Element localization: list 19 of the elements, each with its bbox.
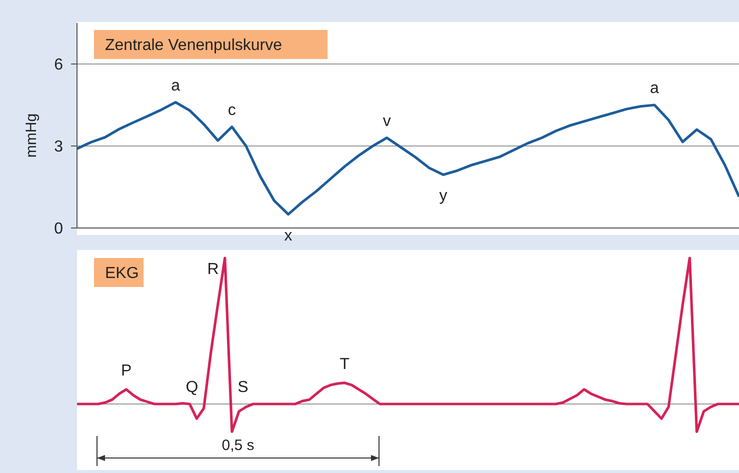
- annotation: P: [120, 362, 132, 380]
- annotation: y: [439, 188, 448, 205]
- annotation: c: [228, 102, 236, 119]
- text: 0,5 s: [222, 437, 254, 454]
- y-tick-label: 6: [54, 56, 64, 74]
- annotation: v: [382, 112, 391, 130]
- chart-title: EKG: [105, 265, 139, 282]
- y-axis-title: mmHg: [23, 113, 40, 158]
- annotation: S: [238, 379, 248, 396]
- annotation: Q: [186, 379, 198, 396]
- line-series: [76, 100, 739, 216]
- y-tick-label: 3: [54, 138, 64, 156]
- y-tick-label: 0: [54, 220, 64, 238]
- text: Zentrale Venenpulskurve: [105, 37, 282, 54]
- annotation: T: [340, 356, 350, 373]
- annotation: a: [650, 80, 660, 97]
- annotation: a: [171, 77, 180, 94]
- annotation: R: [207, 261, 219, 278]
- annotation: x: [284, 227, 292, 244]
